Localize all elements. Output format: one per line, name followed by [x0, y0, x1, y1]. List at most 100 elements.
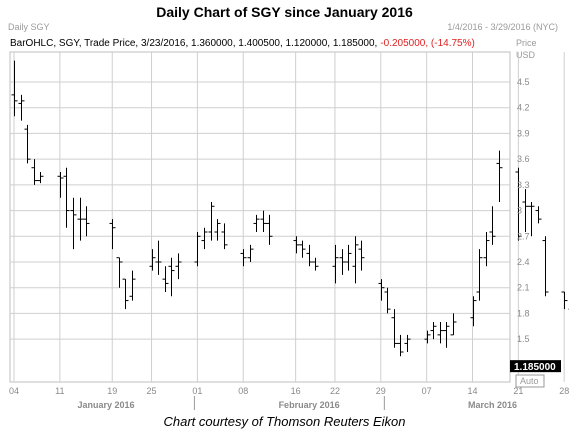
ohlc-bar — [83, 206, 90, 237]
ohlc-bar — [384, 287, 391, 314]
ohlc-bar — [129, 270, 136, 301]
ohlc-bar — [109, 219, 116, 250]
price-axis-unit: USD — [516, 50, 536, 60]
x-tick-label: 11 — [55, 386, 64, 396]
ohlc-bar — [470, 296, 477, 327]
ohlc-bar — [31, 159, 38, 185]
ohlc-bar — [168, 257, 175, 297]
ohlc-bar — [378, 279, 385, 301]
ohlc-bar — [24, 124, 31, 164]
ohlc-bar — [194, 232, 201, 267]
y-tick-label: 3 — [517, 206, 522, 216]
chart-name-label: Daily SGY — [8, 22, 50, 32]
date-range-label: 1/4/2016 - 3/29/2016 (NYC) — [447, 22, 558, 32]
ohlc-bar — [437, 322, 444, 344]
x-tick-label: 25 — [147, 386, 157, 396]
ohlc-bar — [201, 227, 208, 250]
y-tick-label: 2.7 — [517, 231, 530, 241]
ohlc-bar — [116, 257, 123, 288]
ohlc-bar — [535, 206, 542, 224]
last-price-marker: 1.185000 — [510, 360, 561, 373]
ohlc-bar — [11, 60, 18, 117]
ohlc-bar — [214, 219, 221, 241]
x-tick-label: 08 — [238, 386, 248, 396]
chart-title: Daily Chart of SGY since January 2016 — [156, 4, 413, 20]
plot-frame — [9, 51, 511, 383]
ohlc-bar — [528, 202, 535, 237]
bar-info-values: BarOHLC, SGY, Trade Price, 3/23/2016, 1.… — [10, 38, 377, 49]
ohlc-bar — [358, 240, 365, 271]
ohlc-bar — [391, 309, 398, 348]
x-tick-label: 14 — [467, 386, 477, 396]
ohlc-bar — [496, 150, 503, 202]
ohlc-bar — [312, 257, 319, 271]
ohlc-bar — [339, 249, 346, 275]
ohlc-bar — [175, 253, 182, 280]
x-axis-ticks: 04 11 19 25 01 08 16 22 29 07 14 21 28 January 2016 Fe… — [9, 386, 569, 410]
ohlc-bar — [122, 278, 129, 310]
bar-info-change: -0.205000, (-14.75%) — [380, 38, 475, 49]
ohlc-bar — [77, 197, 84, 241]
ohlc-bar — [489, 206, 496, 245]
x-tick-label: 07 — [422, 386, 432, 396]
bar-info-line: BarOHLC, SGY, Trade Price, 3/23/2016, 1.… — [10, 38, 475, 49]
auto-scale-label: Auto — [520, 376, 539, 386]
ohlc-bar — [515, 167, 522, 241]
ohlc-bar — [293, 236, 300, 254]
month-label: January 2016 — [78, 400, 135, 410]
x-tick-label: 29 — [376, 386, 386, 396]
ohlc-bar — [404, 334, 411, 352]
last-price-value: 1.185000 — [514, 362, 556, 373]
ohlc-bar — [542, 236, 549, 297]
ohlc-bar — [18, 94, 25, 121]
y-tick-label: 4.2 — [517, 103, 530, 113]
ohlc-bar — [483, 232, 490, 267]
ohlc-bar — [424, 330, 431, 344]
grid-lines — [10, 52, 565, 382]
x-tick-label: 01 — [192, 386, 202, 396]
ohlc-bar — [299, 240, 306, 258]
ohlc-bar — [332, 244, 339, 284]
ohlc-bar — [430, 322, 437, 340]
price-axis-title: Price — [516, 38, 537, 48]
ohlc-bar — [149, 249, 156, 271]
y-tick-label: 3.3 — [517, 180, 530, 190]
month-label: February 2016 — [279, 400, 340, 410]
ohlc-bar — [345, 244, 352, 271]
ohlc-bar — [155, 240, 162, 275]
x-tick-label: 22 — [330, 386, 340, 396]
ohlc-bar — [352, 236, 359, 284]
ohlc-bar — [476, 249, 483, 301]
y-tick-label: 4.5 — [517, 77, 530, 87]
x-tick-label: 04 — [9, 386, 19, 396]
x-tick-label: 19 — [107, 386, 117, 396]
ohlc-bar — [162, 266, 169, 292]
y-tick-label: 3.9 — [517, 128, 530, 138]
ohlc-bar — [70, 197, 77, 250]
y-axis-ticks: 4.5 4.2 3.9 3.6 3.3 3 2.7 2.4 2.1 1.8 1.5 — [517, 77, 530, 344]
ohlc-bar — [208, 202, 215, 241]
chart-caption: Chart courtesy of Thomson Reuters Eikon — [163, 414, 406, 429]
ohlc-bar — [397, 334, 404, 357]
y-tick-label: 2.1 — [517, 283, 530, 293]
x-tick-label: 21 — [513, 386, 523, 396]
ohlc-bar — [522, 189, 529, 232]
y-tick-label: 1.8 — [517, 308, 530, 318]
ohlc-bar — [57, 172, 64, 198]
ohlc-bar — [260, 210, 267, 232]
ohlc-bar — [221, 223, 228, 250]
x-tick-label: 28 — [559, 386, 569, 396]
y-tick-label: 2.4 — [517, 257, 530, 267]
x-tick-label: 16 — [291, 386, 301, 396]
ohlc-bar — [561, 291, 568, 310]
ohlc-bar — [63, 167, 70, 228]
ohlc-bar — [306, 244, 313, 267]
auto-scale-button[interactable] — [515, 374, 545, 388]
y-tick-label: 3.6 — [517, 154, 530, 164]
y-tick-label: 1.5 — [517, 334, 530, 344]
ohlc-bars — [11, 60, 569, 357]
ohlc-bar — [247, 244, 254, 262]
ohlc-bar — [443, 322, 450, 348]
ohlc-bar — [253, 214, 260, 232]
